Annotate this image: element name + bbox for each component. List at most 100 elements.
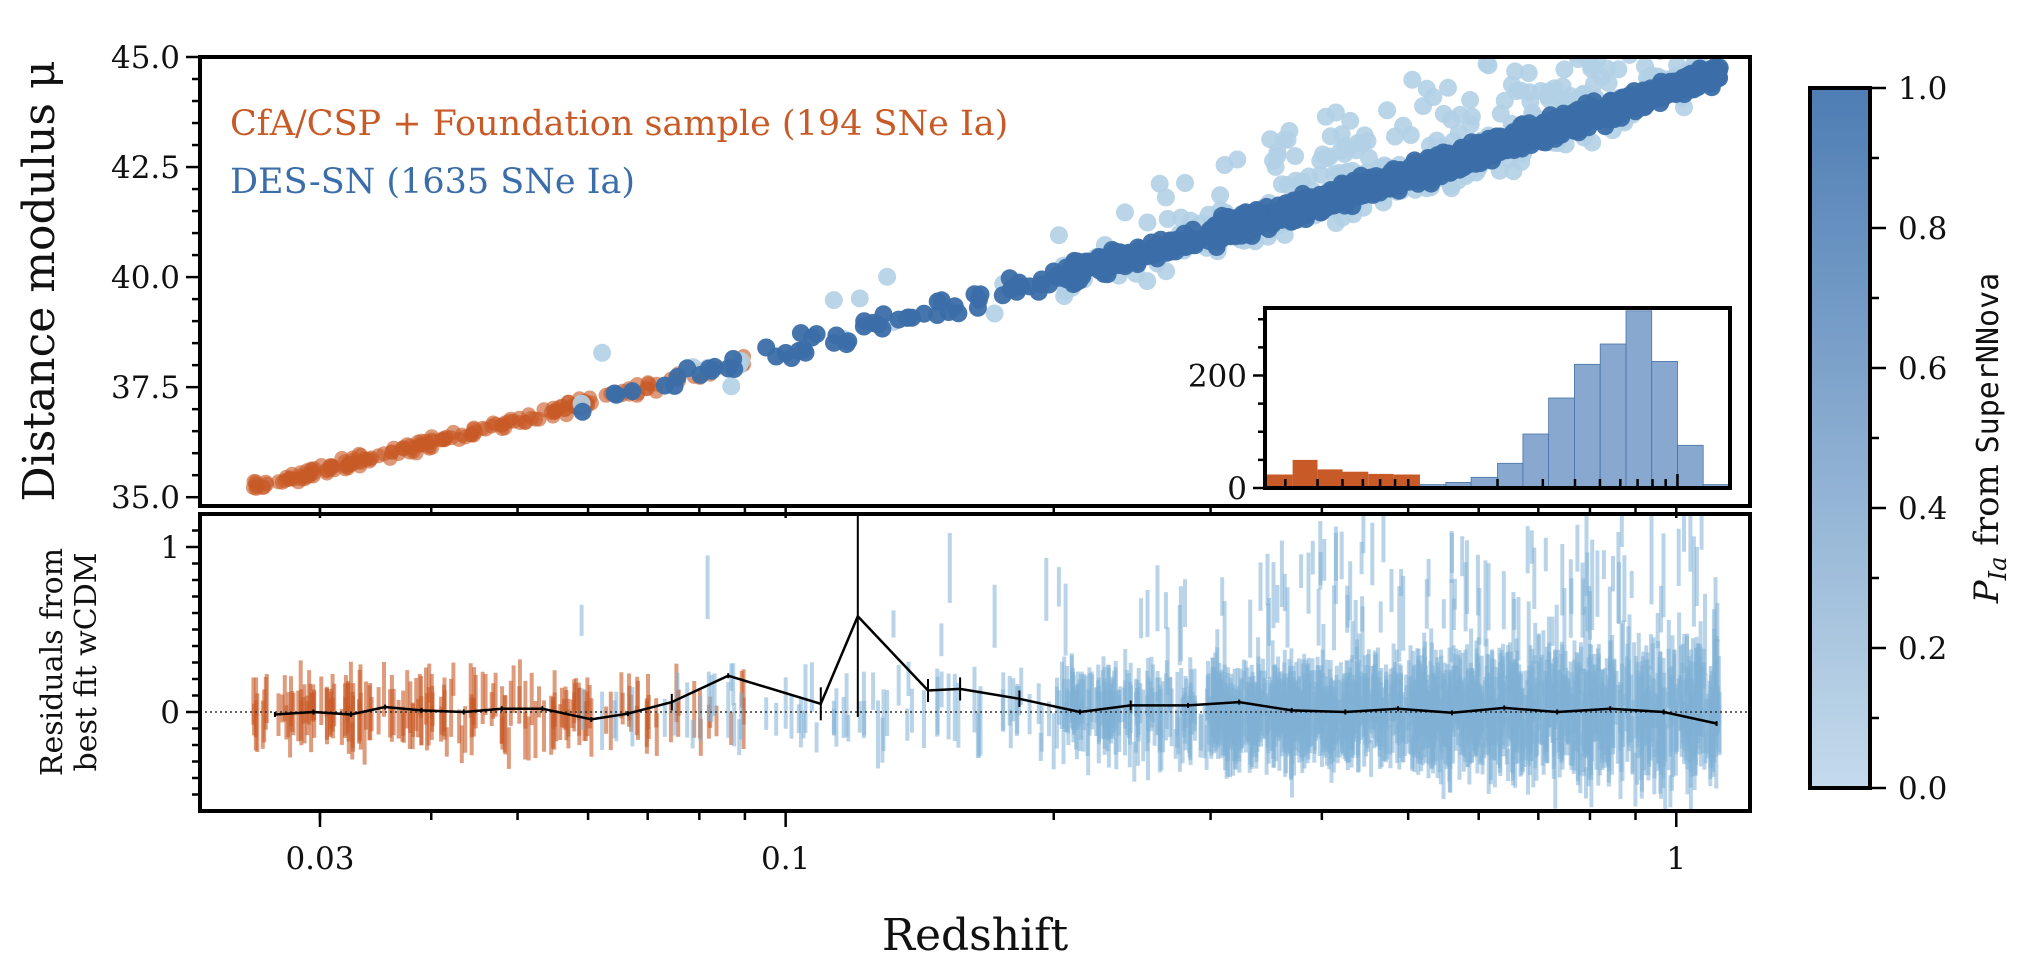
residuals-x-ticks: 0.03 0.1 1 [285, 811, 1686, 877]
hubble-point-low-z [639, 381, 655, 397]
hubble-point-des-low-prob [1504, 162, 1523, 181]
colorbar-label: PIa from SuperNNova [1967, 273, 2012, 604]
legend-entry-des: DES-SN (1635 SNe Ia) [230, 162, 635, 202]
hubble-point-des-high-prob [668, 368, 687, 386]
hubble-point-des-low-prob [1424, 88, 1443, 107]
hubble-point-des-low-prob [1587, 57, 1606, 69]
hubble-point-des-low-prob [1679, 20, 1697, 38]
hubble-point-des-low-prob [1156, 188, 1175, 207]
hubble-point-des-low-prob [1595, 33, 1613, 51]
hubble-point-des-high-prob [915, 304, 933, 323]
hubble-y-tick-label: 35.0 [111, 480, 180, 516]
hubble-point-des-high-prob [1707, 61, 1726, 80]
hubble-point-des-low-prob [1681, 18, 1699, 36]
hubble-point-des-low-prob [1116, 203, 1134, 222]
hubble-point-des-low-prob [1049, 226, 1068, 245]
hubble-point-des-high-prob [1622, 97, 1641, 116]
hubble-point-des-high-prob [605, 384, 624, 403]
hubble-point-des-high-prob [1601, 110, 1619, 129]
hubble-point-low-z [531, 411, 547, 427]
hubble-point-low-z [278, 469, 294, 485]
hubble-point-low-z [319, 465, 335, 481]
hubble-point-des-high-prob [854, 317, 873, 336]
hubble-point-des-high-prob [699, 359, 718, 378]
hubble-point-low-z [485, 415, 501, 431]
hubble-y-tick-label: 40.0 [111, 260, 180, 296]
hubble-point-des-low-prob [1553, 91, 1572, 110]
colorbar-label-subscript: Ia [1984, 557, 2012, 582]
residuals-y-ticks: 01 [160, 529, 200, 796]
residuals-y-tick-label: 1 [160, 530, 180, 566]
hubble-point-des-low-prob [878, 267, 897, 286]
hubble-point-des-low-prob [1583, 133, 1602, 152]
hubble-point-des-high-prob [1438, 152, 1457, 171]
inset-bar-des [1574, 363, 1601, 489]
hubble-point-des-low-prob [1462, 107, 1481, 126]
x-tick-label: 0.03 [285, 841, 354, 877]
colorbar-label-symbol: P [1967, 579, 2007, 604]
hubble-point-des-high-prob [839, 332, 858, 351]
hubble-point-low-z [546, 405, 562, 420]
hubble-point-des-low-prob [1278, 176, 1297, 194]
hubble-point-des-high-prob [1000, 269, 1019, 288]
inset-bar-low-z [1342, 471, 1369, 488]
inset-bar-des [1497, 462, 1524, 489]
hubble-point-des-high-prob [965, 285, 984, 304]
hubble-point-des-low-prob [1264, 151, 1283, 170]
hubble-point-des-high-prob [899, 308, 918, 327]
hubble-point-des-low-prob [1519, 64, 1538, 82]
x-tick-label: 0.1 [761, 841, 810, 877]
colorbar-label-source: SuperNNova [1971, 273, 2006, 454]
hubble-point-low-z [248, 476, 264, 492]
hubble-point-des-low-prob [1601, 24, 1619, 42]
colorbar-label-from: from [1967, 453, 2007, 556]
hubble-point-des-low-prob [1228, 150, 1247, 169]
hubble-point-low-z [418, 433, 434, 449]
hubble-point-des-high-prob [1253, 211, 1272, 230]
colorbar-tick-label: 1.0 [1898, 71, 1947, 107]
hubble-point-des-low-prob [1449, 124, 1468, 143]
hubble-point-des-low-prob [1538, 35, 1556, 53]
hubble-point-des-high-prob [1044, 262, 1063, 281]
hubble-point-des-low-prob [593, 343, 612, 362]
hubble-point-des-low-prob [1378, 101, 1397, 120]
hubble-y-tick-label: 45.0 [111, 40, 180, 76]
x-tick-label: 1 [1666, 841, 1686, 877]
hubble-point-des-low-prob [1439, 78, 1457, 97]
hubble-y-label: Distance modulus μ [14, 60, 65, 501]
hubble-point-des-low-prob [1158, 210, 1177, 228]
hubble-point-des-high-prob [1320, 195, 1339, 214]
hubble-point-des-high-prob [1502, 128, 1521, 147]
hubble-point-des-low-prob [1555, 60, 1574, 79]
legend-entry-low-z: CfA/CSP + Foundation sample (194 SNe Ia) [230, 104, 1008, 144]
hubble-point-des-high-prob [1601, 91, 1620, 110]
hubble-point-des-low-prob [1316, 107, 1335, 126]
hubble-point-des-low-prob [1359, 148, 1378, 167]
inset-bar-low-z [1292, 459, 1318, 488]
hubble-point-des-high-prob [1377, 173, 1396, 192]
hubble-point-des-low-prob [1461, 91, 1480, 109]
colorbar-tick-label: 0.6 [1898, 351, 1947, 387]
inset-ticks: 0 200 [1188, 318, 1679, 507]
hubble-point-des-low-prob [1280, 122, 1299, 140]
residuals-panel: 01 0.03 0.1 1 Residuals from best fit wCDM… [35, 512, 1752, 961]
hubble-point-des-low-prob [1150, 174, 1169, 193]
hubble-point-des-low-prob [1620, 57, 1639, 64]
hubble-point-des-low-prob [1705, 0, 1723, 8]
hubble-point-des-low-prob [1700, 27, 1718, 45]
colorbar-gradient [1810, 88, 1870, 788]
hubble-point-des-low-prob [1353, 134, 1372, 153]
hubble-point-des-low-prob [1403, 70, 1422, 89]
hubble-point-des-high-prob [1483, 144, 1502, 163]
colorbar-tick-label: 0.0 [1898, 771, 1947, 807]
hubble-point-des-high-prob [1639, 81, 1658, 100]
hubble-point-des-low-prob [824, 291, 843, 310]
residuals-y-label-line-1: Residuals from [35, 548, 70, 776]
hubble-point-des-high-prob [1541, 106, 1560, 125]
hubble-point-des-high-prob [1031, 275, 1050, 294]
hubble-point-des-high-prob [757, 338, 776, 357]
hubble-point-des-low-prob [985, 304, 1004, 323]
binned-residual-line [273, 515, 1718, 726]
hubble-point-des-low-prob [1682, 31, 1700, 49]
